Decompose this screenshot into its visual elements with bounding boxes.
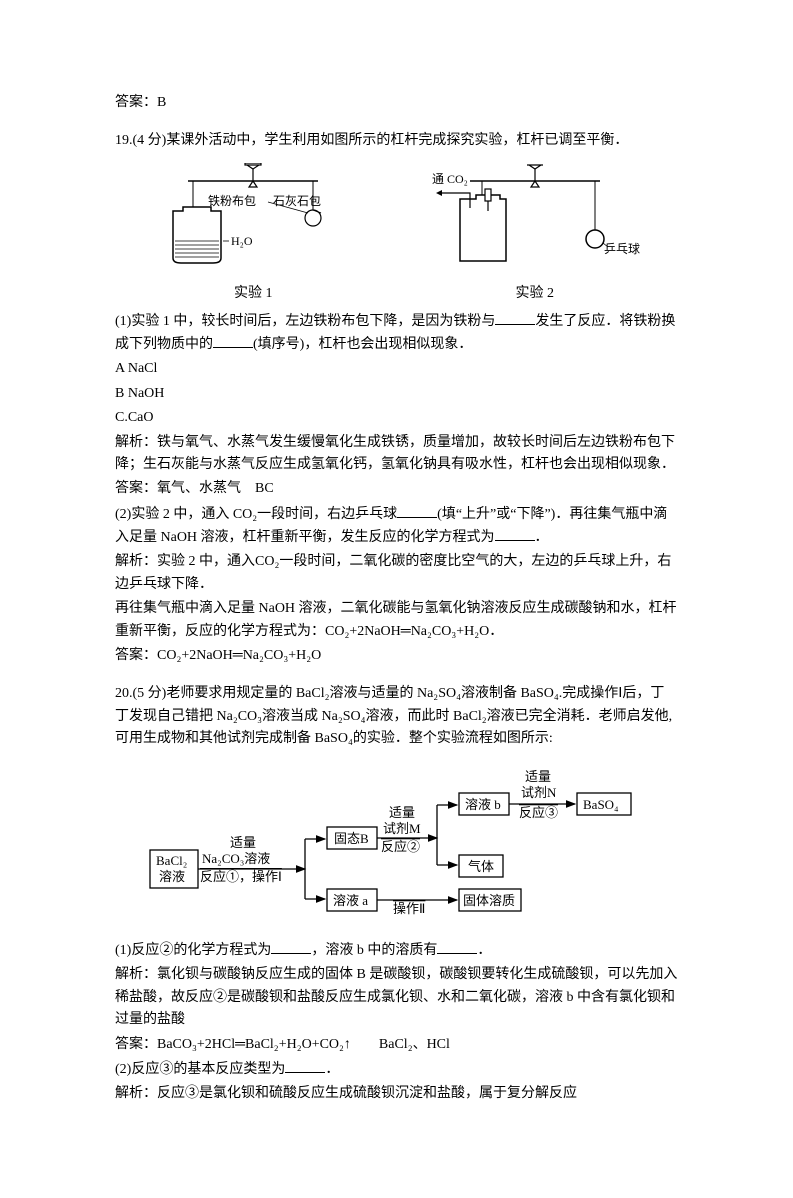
- svg-text:适量: 适量: [389, 805, 415, 820]
- fig2-ball-label: 乒乓球: [604, 242, 640, 256]
- svg-text:试剂N: 试剂N: [521, 785, 557, 800]
- q19-optA: A NaCl: [115, 358, 678, 380]
- blank: [495, 526, 535, 541]
- q20-p1a: (1)反应②的化学方程式为: [115, 943, 271, 958]
- blank: [437, 939, 477, 954]
- blank: [495, 310, 535, 325]
- blank: [271, 939, 311, 954]
- svg-text:反应③: 反应③: [519, 805, 558, 820]
- q20-part2: (2)反应③的基本反应类型为 ．: [115, 1058, 678, 1081]
- q20-stem: 20.(5 分)老师要求用规定量的 BaCl₂溶液与适量的 Na₂SO₄溶液制备…: [115, 683, 678, 750]
- experiment1-svg: 铁粉布包 石灰石包 H₂O: [153, 163, 353, 273]
- svg-text:气体: 气体: [468, 859, 494, 874]
- svg-text:BaCl₂: BaCl₂: [156, 853, 187, 868]
- q20-part1: (1)反应②的化学方程式为 ，溶液 b 中的溶质有 ．: [115, 939, 678, 962]
- flowchart-svg: BaCl₂ 溶液 适量 Na₂CO₃溶液 反应①，操作Ⅰ 固态B 溶液 a 适量…: [145, 765, 655, 925]
- q19-part2: (2)实验 2 中，通入 CO₂一段时间，右边乒乓球(填“上升”或“下降”)．再…: [115, 503, 678, 550]
- svg-text:固态B: 固态B: [334, 831, 369, 846]
- svg-text:适量: 适量: [525, 769, 551, 784]
- q20-p2b: ．: [325, 1062, 339, 1077]
- fig1-caption: 实验 1: [153, 283, 353, 305]
- q20-p2a: (2)反应③的基本反应类型为: [115, 1062, 285, 1077]
- fig1-iron-label: 铁粉布包: [208, 194, 256, 208]
- q20-explain2: 解析：反应③是氯化钡和硫酸反应生成硫酸钡沉淀和盐酸，属于复分解反应: [115, 1083, 678, 1105]
- svg-text:反应①，操作Ⅰ: 反应①，操作Ⅰ: [200, 869, 282, 884]
- svg-text:适量: 适量: [230, 835, 256, 850]
- figure2-block: 通 CO₂ 乒乓球 实验 2: [430, 163, 640, 306]
- svg-text:BaSO₄: BaSO₄: [583, 797, 619, 812]
- q20-flowchart: BaCl₂ 溶液 适量 Na₂CO₃溶液 反应①，操作Ⅰ 固态B 溶液 a 适量…: [145, 765, 678, 933]
- q19-p1a: (1)实验 1 中，较长时间后，左边铁粉布包下降，是因为铁粉与: [115, 314, 495, 329]
- fig2-caption: 实验 2: [430, 283, 640, 305]
- fig1-lime-label: 石灰石包: [273, 194, 321, 208]
- q19-optB: B NaOH: [115, 383, 678, 405]
- svg-text:试剂M: 试剂M: [383, 821, 421, 836]
- svg-text:固体溶质: 固体溶质: [463, 893, 515, 908]
- svg-text:溶液: 溶液: [159, 869, 185, 884]
- answer-top: 答案：B: [115, 92, 678, 114]
- q19-p2c: ．: [535, 530, 549, 545]
- q19-explain2b: 再往集气瓶中滴入足量 NaOH 溶液，二氧化碳能与氢氧化钠溶液反应生成碳酸钠和水…: [115, 598, 678, 643]
- svg-text:操作Ⅱ: 操作Ⅱ: [393, 901, 425, 916]
- q19-stem: 19.(4 分)某课外活动中，学生利用如图所示的杠杆完成探究实验，杠杆已调至平衡…: [115, 130, 678, 152]
- q19-explain1: 解析：铁与氧气、水蒸气发生缓慢氧化生成铁锈，质量增加，故较长时间后左边铁粉布包下…: [115, 432, 678, 477]
- q20-explain1: 解析：氯化钡与碳酸钠反应生成的固体 B 是碳酸钡，碳酸钡要转化生成硫酸钡，可以先…: [115, 964, 678, 1031]
- q19-p1c: (填序号)，杠杆也会出现相似现象．: [253, 337, 472, 352]
- svg-text:溶液 b: 溶液 b: [465, 797, 501, 812]
- q20-p1c: ．: [477, 943, 491, 958]
- blank: [213, 333, 253, 348]
- fig2-co2-label: 通 CO₂: [432, 172, 468, 186]
- q19-p2a: (2)实验 2 中，通入 CO₂一段时间，右边乒乓球: [115, 507, 397, 522]
- svg-text:反应②: 反应②: [381, 839, 420, 854]
- q19-answer2: 答案：CO₂+2NaOH═Na₂CO₃+H₂O: [115, 645, 678, 667]
- fig1-h2o-label: H₂O: [231, 234, 253, 248]
- q19-answer1: 答案：氧气、水蒸气 BC: [115, 478, 678, 500]
- q20-p1b: ，溶液 b 中的溶质有: [311, 943, 437, 958]
- q19-figures: 铁粉布包 石灰石包 H₂O 实验 1 通 CO₂ 乒乓球 实验 2: [115, 163, 678, 306]
- svg-text:Na₂CO₃溶液: Na₂CO₃溶液: [202, 851, 270, 866]
- blank: [285, 1058, 325, 1073]
- blank: [397, 503, 437, 518]
- q20-answer1: 答案：BaCO₃+2HCl═BaCl₂+H₂O+CO₂↑ BaCl₂、HCl: [115, 1034, 678, 1056]
- q19-optC: C.CaO: [115, 407, 678, 429]
- q19-part1: (1)实验 1 中，较长时间后，左边铁粉布包下降，是因为铁粉与发生了反应．将铁粉…: [115, 310, 678, 357]
- q19-explain2a: 解析：实验 2 中，通入CO₂一段时间，二氧化碳的密度比空气的大，左边的乒乓球上…: [115, 551, 678, 596]
- svg-text:溶液 a: 溶液 a: [333, 893, 368, 908]
- figure1-block: 铁粉布包 石灰石包 H₂O 实验 1: [153, 163, 353, 306]
- experiment2-svg: 通 CO₂ 乒乓球: [430, 163, 640, 273]
